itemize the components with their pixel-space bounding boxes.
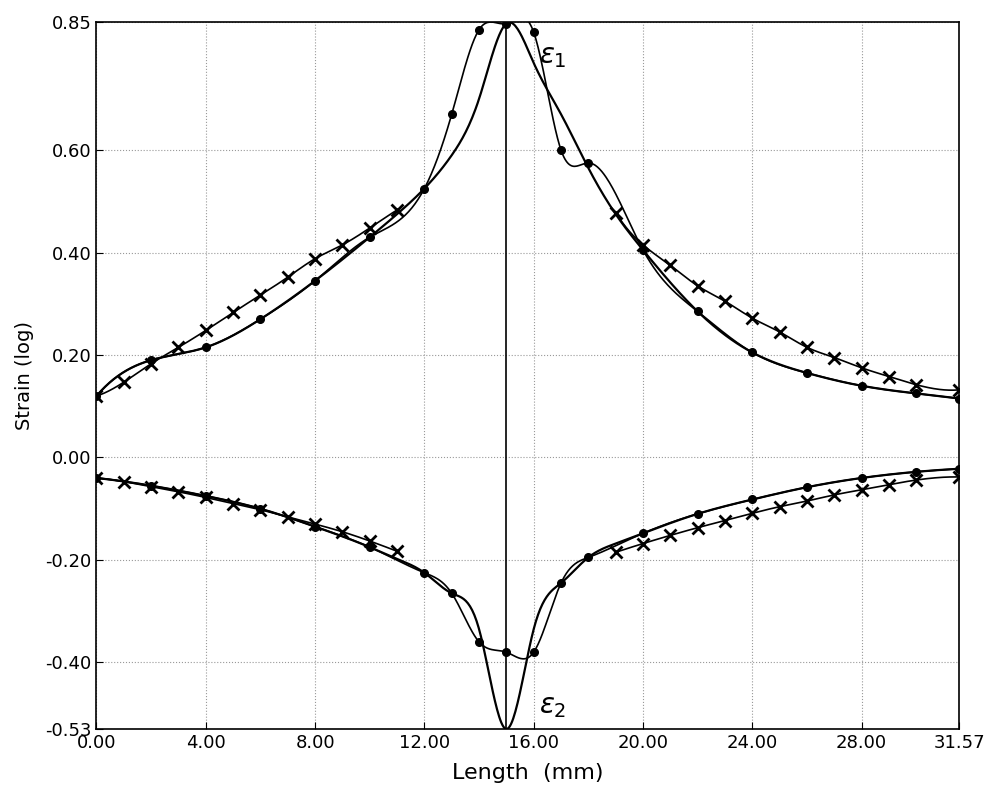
Text: $\varepsilon_1$: $\varepsilon_1$ [539, 41, 567, 69]
X-axis label: Length  (mm): Length (mm) [452, 763, 604, 783]
Text: $\varepsilon_2$: $\varepsilon_2$ [539, 693, 567, 721]
Y-axis label: Strain (log): Strain (log) [15, 321, 34, 430]
